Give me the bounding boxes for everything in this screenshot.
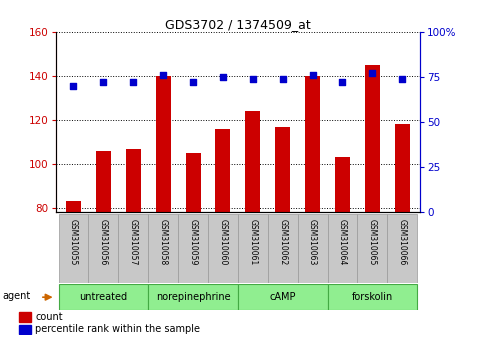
Text: GSM310057: GSM310057: [129, 219, 138, 265]
Point: [70, 83, 77, 89]
Point: [249, 76, 256, 82]
Bar: [215, 129, 230, 212]
Bar: [126, 149, 141, 212]
Text: GSM310063: GSM310063: [308, 219, 317, 265]
Text: GSM310066: GSM310066: [398, 219, 407, 265]
Text: percentile rank within the sample: percentile rank within the sample: [35, 324, 200, 334]
Text: GSM310055: GSM310055: [69, 219, 78, 265]
Bar: [148, 214, 178, 283]
Bar: [118, 214, 148, 283]
Text: GSM310061: GSM310061: [248, 219, 257, 265]
Point: [339, 80, 346, 85]
Bar: [365, 65, 380, 212]
Text: GSM310058: GSM310058: [158, 219, 168, 265]
Bar: [395, 124, 410, 212]
Text: GSM310060: GSM310060: [218, 219, 227, 265]
Point: [369, 70, 376, 76]
Bar: [357, 214, 387, 283]
Text: GSM310062: GSM310062: [278, 219, 287, 265]
Bar: [335, 158, 350, 212]
Point: [159, 72, 167, 78]
Bar: [208, 214, 238, 283]
Point: [129, 80, 137, 85]
Bar: [305, 76, 320, 212]
Text: cAMP: cAMP: [270, 292, 296, 302]
Point: [309, 72, 316, 78]
Point: [189, 80, 197, 85]
Point: [219, 74, 227, 80]
Bar: [178, 214, 208, 283]
Bar: [19, 325, 30, 334]
Bar: [58, 214, 88, 283]
Text: GSM310065: GSM310065: [368, 219, 377, 265]
Bar: [58, 284, 148, 310]
Text: untreated: untreated: [79, 292, 128, 302]
Bar: [66, 201, 81, 212]
Bar: [156, 76, 170, 212]
Bar: [88, 214, 118, 283]
Text: count: count: [35, 312, 63, 322]
Bar: [327, 214, 357, 283]
Bar: [327, 284, 417, 310]
Point: [398, 76, 406, 82]
Bar: [238, 214, 268, 283]
Text: forskolin: forskolin: [352, 292, 393, 302]
Bar: [19, 312, 30, 321]
Point: [279, 76, 286, 82]
Bar: [275, 126, 290, 212]
Bar: [245, 111, 260, 212]
Bar: [238, 284, 327, 310]
Bar: [148, 284, 238, 310]
Text: norepinephrine: norepinephrine: [156, 292, 230, 302]
Bar: [185, 153, 200, 212]
Bar: [96, 151, 111, 212]
Text: agent: agent: [3, 291, 31, 301]
Bar: [298, 214, 327, 283]
Text: GSM310056: GSM310056: [99, 219, 108, 265]
Text: GSM310064: GSM310064: [338, 219, 347, 265]
Title: GDS3702 / 1374509_at: GDS3702 / 1374509_at: [165, 18, 311, 31]
Text: GSM310059: GSM310059: [188, 219, 198, 265]
Point: [99, 80, 107, 85]
Bar: [387, 214, 417, 283]
Bar: [268, 214, 298, 283]
